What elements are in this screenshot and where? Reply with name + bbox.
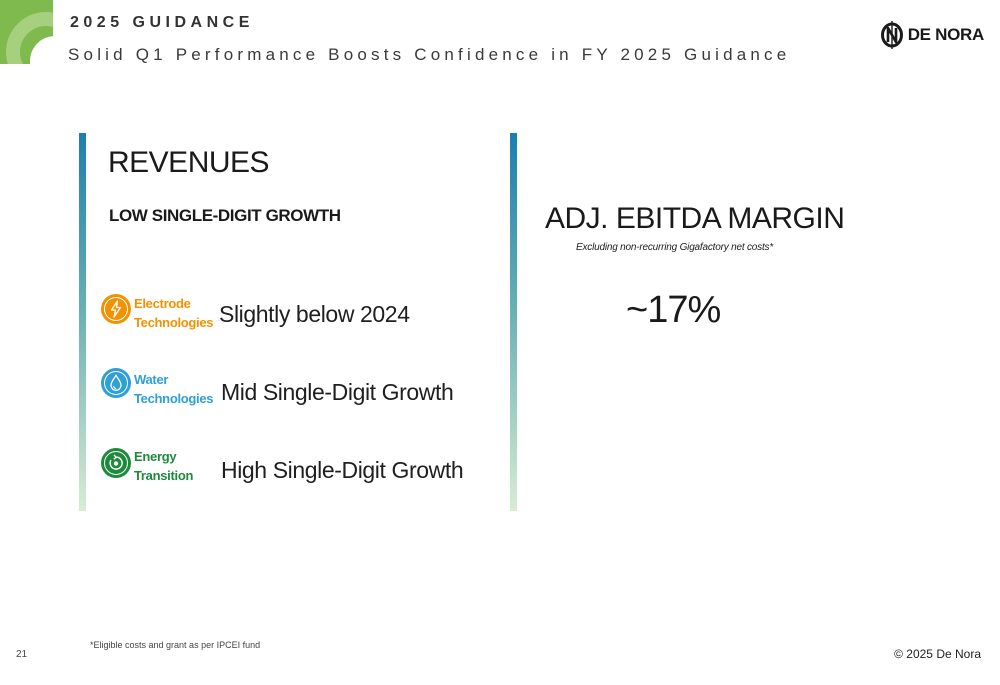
segment-name-line2: Technologies xyxy=(134,391,214,406)
segment-guidance-electrode: Slightly below 2024 xyxy=(219,301,410,327)
revenues-divider-bar xyxy=(79,133,86,511)
copyright: © 2025 De Nora xyxy=(894,647,981,661)
logo-text: DE NORA xyxy=(907,25,985,44)
corner-graphic xyxy=(0,0,53,64)
energy-cycle-icon xyxy=(101,448,131,478)
page-number: 21 xyxy=(16,649,28,660)
segment-guidance-water: Mid Single-Digit Growth xyxy=(221,379,454,405)
section-kicker: 2025 GUIDANCE xyxy=(70,14,254,31)
segment-name-line2: Technologies xyxy=(134,315,214,330)
segment-name-line1: Energy xyxy=(134,449,177,464)
water-drop-icon xyxy=(101,368,131,398)
segment-name-electrode: Electrode Technologies xyxy=(134,294,214,332)
revenues-title: REVENUES xyxy=(108,146,270,179)
de-nora-logo-icon xyxy=(880,21,903,49)
segment-name-water: Water Technologies xyxy=(134,370,214,408)
lightning-icon xyxy=(101,294,131,324)
segment-name-energy: Energy Transition xyxy=(134,447,193,485)
ebitda-title: ADJ. EBITDA MARGIN xyxy=(545,202,845,235)
revenues-subtitle: LOW SINGLE-DIGIT GROWTH xyxy=(109,206,341,225)
segment-name-line1: Electrode xyxy=(134,296,191,311)
de-nora-logo: DE NORA xyxy=(880,20,984,50)
segment-name-line1: Water xyxy=(134,372,169,387)
segment-guidance-energy: High Single-Digit Growth xyxy=(221,457,464,483)
ebitda-value: ~17% xyxy=(626,289,721,331)
slide-subtitle: Solid Q1 Performance Boosts Confidence i… xyxy=(68,45,791,64)
segment-name-line2: Transition xyxy=(134,468,194,483)
ebitda-note: Excluding non-recurring Gigafactory net … xyxy=(576,242,774,253)
footnote: *Eligible costs and grant as per IPCEI f… xyxy=(90,640,261,650)
ebitda-divider-bar xyxy=(510,133,517,511)
